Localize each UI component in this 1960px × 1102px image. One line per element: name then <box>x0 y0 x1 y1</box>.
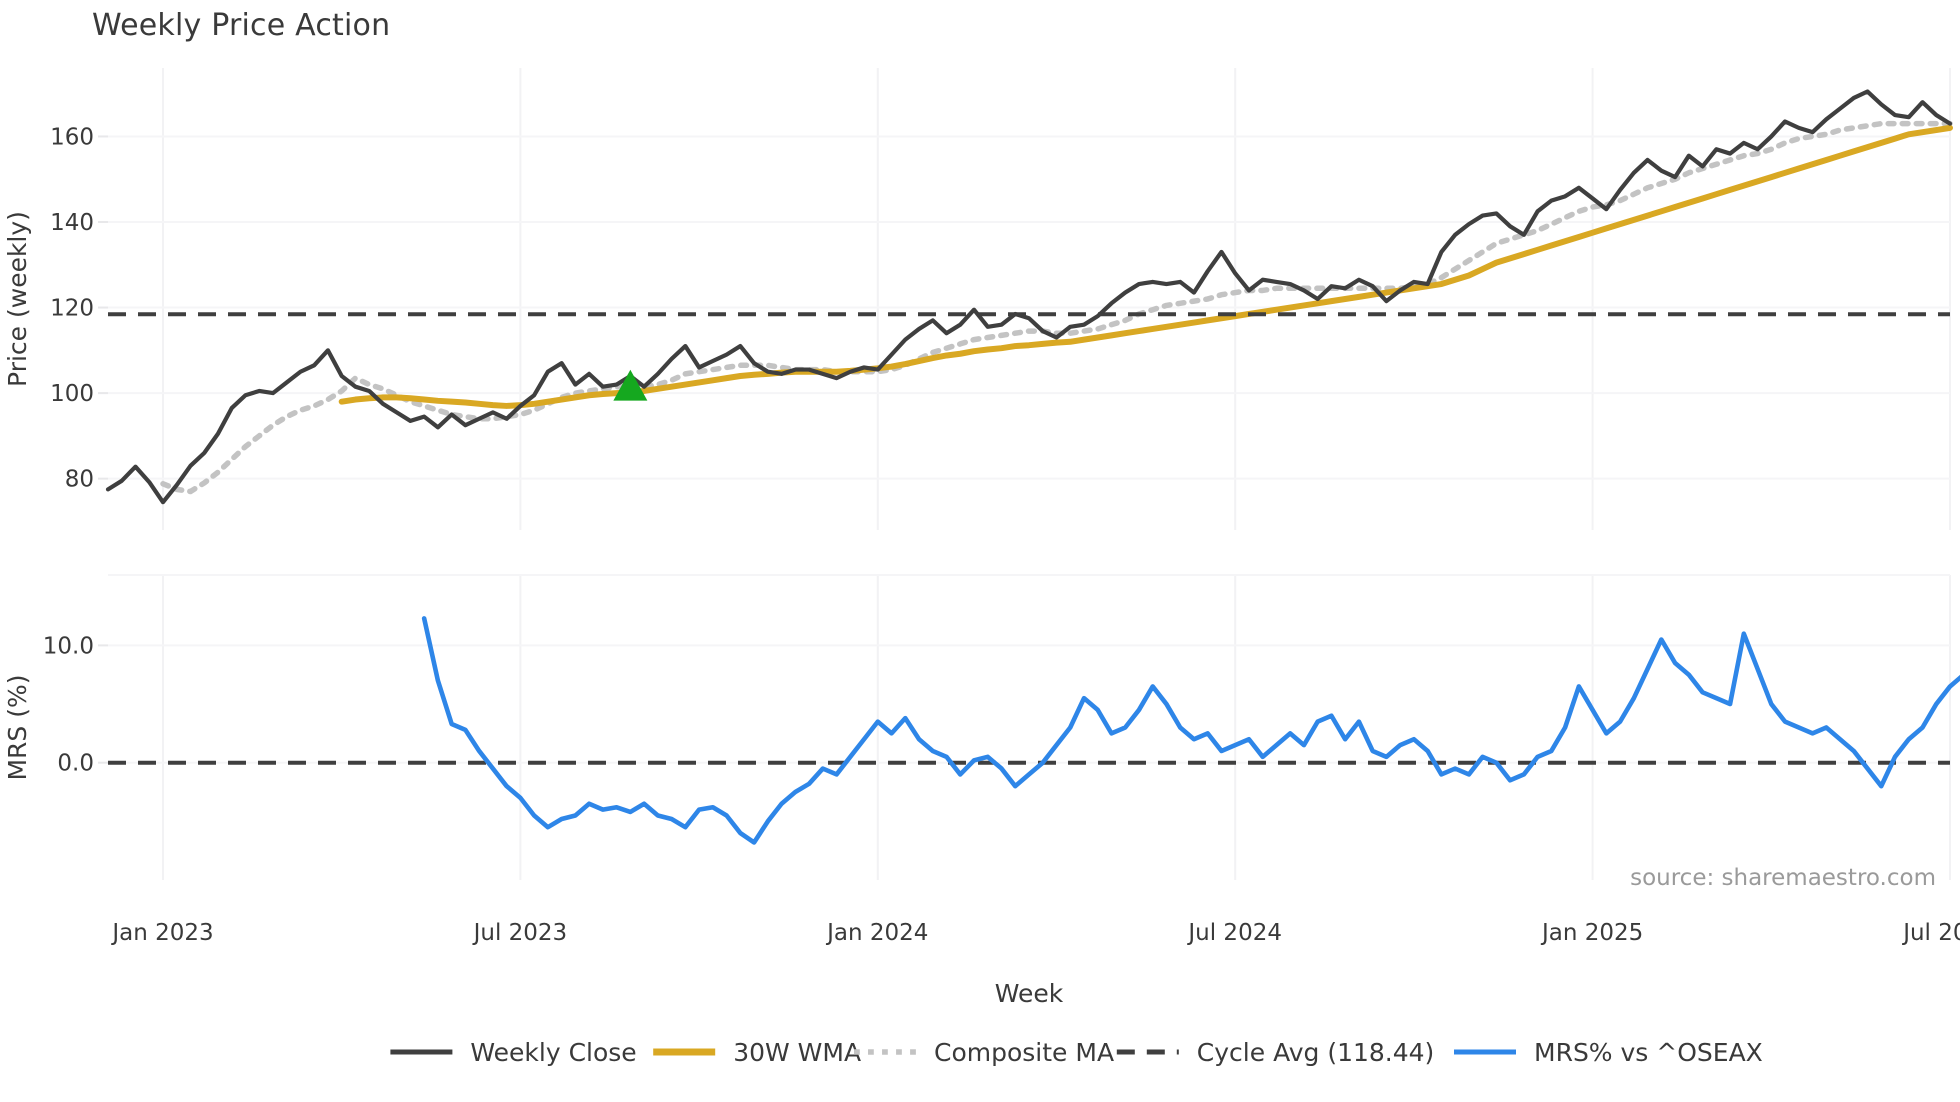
x-tick-label: Jan 2024 <box>825 920 928 946</box>
price-y-tick-label: 80 <box>65 467 94 493</box>
price-y-axis-label: Price (weekly) <box>3 211 32 387</box>
legend-item: Cycle Avg (118.44) <box>1116 1038 1435 1067</box>
legend-item: Composite MA <box>854 1038 1114 1067</box>
x-axis-label: Week <box>995 979 1064 1008</box>
legend-item: MRS% vs ^OSEAX <box>1454 1038 1763 1067</box>
price-y-tick-label: 100 <box>50 381 94 407</box>
price-y-tick-label: 120 <box>50 296 94 322</box>
x-tick-label: Jan 2025 <box>1540 920 1643 946</box>
series-line-weekly-close <box>105 89 1953 505</box>
mrs-y-axis-label: MRS (%) <box>3 674 32 780</box>
buy-signal-marker-icon <box>613 369 648 401</box>
x-tick-label: Jul 2023 <box>472 920 568 946</box>
series-line-mrs <box>421 616 1960 845</box>
legend-label: 30W WMA <box>733 1038 861 1067</box>
series-line-composite-ma <box>160 120 1953 495</box>
x-tick-label: Jan 2023 <box>110 920 213 946</box>
mrs-y-tick-label: 0.0 <box>57 751 94 777</box>
price-y-tick-label: 140 <box>50 210 94 236</box>
legend-label: Composite MA <box>934 1038 1114 1067</box>
legend-item: Weekly Close <box>390 1038 637 1067</box>
legend-label: MRS% vs ^OSEAX <box>1534 1038 1763 1067</box>
legend-label: Weekly Close <box>470 1038 636 1067</box>
source-label: source: sharemaestro.com <box>1630 865 1936 891</box>
series-line-30w-wma <box>338 124 1953 409</box>
legend-item: 30W WMA <box>653 1038 861 1067</box>
x-tick-label: Jul 2024 <box>1186 920 1282 946</box>
page-title: Weekly Price Action <box>92 8 391 43</box>
mrs-y-tick-label: 10.0 <box>43 633 94 659</box>
legend-label: Cycle Avg (118.44) <box>1197 1038 1435 1067</box>
price-y-tick-label: 160 <box>50 124 94 150</box>
x-tick-label: Jul 2025 <box>1901 920 1960 946</box>
